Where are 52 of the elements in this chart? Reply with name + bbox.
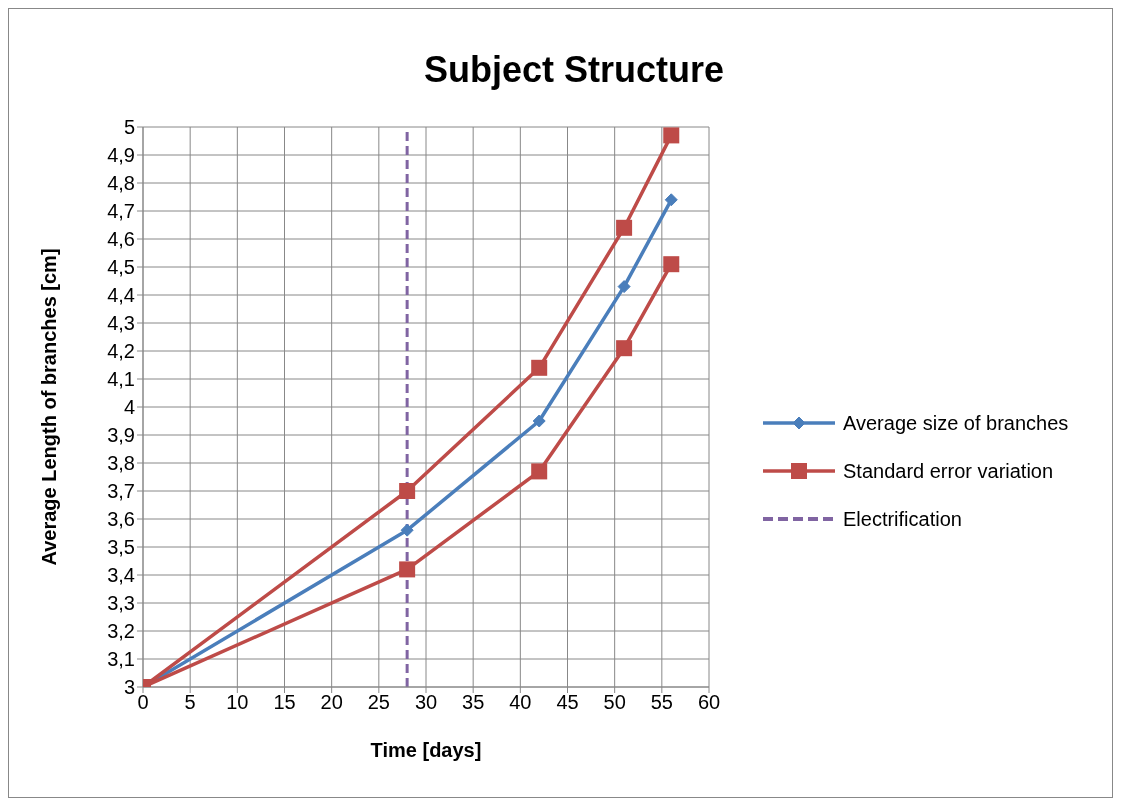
x-tick-label: 25 [367, 691, 390, 714]
x-tick-label: 45 [556, 691, 579, 714]
y-tick-label: 5 [123, 116, 135, 139]
legend-label: Standard error variation [843, 460, 1054, 482]
y-tick-label: 3,6 [107, 508, 135, 531]
point [399, 561, 416, 578]
x-tick-label: 50 [603, 691, 626, 714]
y-tick-label: 4,8 [107, 172, 135, 195]
point [400, 523, 414, 537]
y-tick-label: 3,7 [107, 480, 135, 503]
x-tick-label: 10 [226, 691, 249, 714]
y-tick-label: 4,4 [107, 284, 135, 307]
x-tick-label: 30 [414, 691, 438, 714]
y-tick-label: 3,5 [107, 536, 135, 559]
point [531, 463, 548, 480]
point [531, 359, 548, 376]
x-tick-label: 5 [184, 691, 196, 714]
point [617, 280, 631, 294]
x-tick-label: 40 [509, 691, 532, 714]
y-tick-label: 4,1 [107, 368, 135, 391]
y-tick-label: 4,6 [107, 228, 135, 251]
y-tick-label: 3,1 [107, 648, 135, 671]
y-tick-label: 3,2 [107, 620, 135, 643]
y-axis-title: Average Length of branches [cm] [38, 248, 61, 566]
y-tick-label: 4 [123, 396, 135, 419]
y-tick-label: 3,3 [107, 592, 135, 615]
x-tick-label: 60 [697, 691, 721, 714]
y-tick-label: 3,4 [107, 564, 135, 587]
x-tick-label: 0 [137, 691, 149, 714]
chart-title: Subject Structure [422, 49, 726, 91]
y-tick-label: 3,9 [107, 424, 135, 447]
y-tick-label: 3 [123, 676, 135, 699]
legend-label: Electrification [843, 508, 962, 530]
legend-label: Average size of branches [843, 412, 1069, 434]
point [663, 127, 680, 144]
x-tick-label: 35 [462, 691, 485, 714]
point [664, 193, 678, 207]
y-tick-label: 4,5 [107, 256, 135, 279]
y-tick-label: 4,7 [107, 200, 135, 223]
point [399, 483, 416, 499]
x-axis-title: Time [days] [370, 739, 482, 761]
x-tick-label: 20 [320, 691, 343, 714]
x-tick-label: 15 [273, 691, 296, 714]
y-tick-label: 3,8 [107, 452, 135, 475]
y-tick-label: 4,3 [107, 312, 135, 335]
point [532, 414, 546, 428]
y-tick-label: 4,2 [107, 340, 135, 363]
point [663, 256, 680, 273]
y-tick-label: 4,9 [107, 144, 135, 167]
point [616, 340, 633, 357]
point [616, 219, 633, 236]
x-tick-label: 55 [650, 691, 673, 714]
